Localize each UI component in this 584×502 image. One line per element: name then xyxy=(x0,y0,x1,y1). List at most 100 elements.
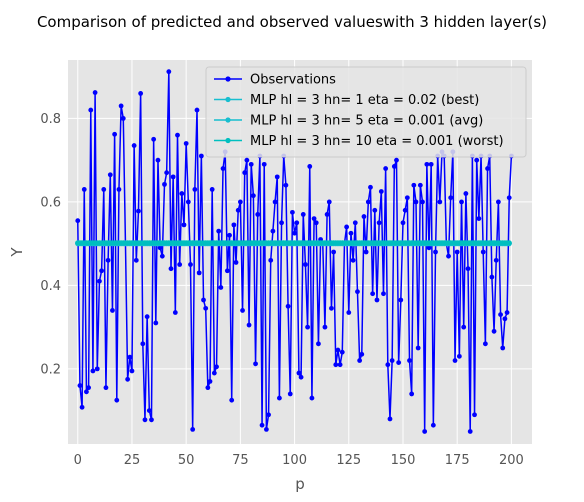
observation-point xyxy=(426,245,432,251)
observation-point xyxy=(270,228,276,234)
observation-point xyxy=(201,297,206,303)
observation-point xyxy=(485,166,490,171)
observation-point xyxy=(136,208,141,214)
observation-point xyxy=(185,199,191,205)
series-observations xyxy=(75,69,514,434)
observation-point xyxy=(313,220,319,226)
observation-point xyxy=(196,270,202,276)
legend: Observations MLP hl = 3 hn= 1 eta = 0.02 … xyxy=(205,66,527,158)
observation-point xyxy=(298,374,304,380)
legend-label: MLP hl = 3 hn= 10 eta = 0.001 (worst) xyxy=(250,134,504,149)
observation-point xyxy=(118,103,124,109)
observation-point xyxy=(480,249,486,255)
observation-point xyxy=(114,397,120,403)
observation-point xyxy=(162,181,167,187)
observation-point xyxy=(279,220,284,226)
observation-point xyxy=(84,389,89,395)
series-layer xyxy=(75,69,514,434)
observation-point xyxy=(142,417,148,423)
observation-point xyxy=(305,324,310,330)
x-tick-labels: 0 25 50 75 100 125 150 175 200 xyxy=(74,453,524,468)
observation-point xyxy=(383,166,389,171)
observation-point xyxy=(207,378,213,384)
observation-point xyxy=(311,216,317,222)
y-tick-label: 0.2 xyxy=(40,362,61,377)
observation-point xyxy=(250,193,256,199)
observation-point xyxy=(463,191,469,196)
observation-point xyxy=(500,345,506,351)
x-tick-label: 175 xyxy=(445,453,470,468)
observation-point xyxy=(420,199,425,205)
observation-point xyxy=(437,199,443,205)
observation-point xyxy=(350,257,356,263)
observation-point xyxy=(203,305,209,311)
observation-point xyxy=(192,186,198,192)
observation-point xyxy=(107,172,113,178)
observation-point xyxy=(337,362,343,368)
observation-point xyxy=(368,184,373,190)
observation-point xyxy=(339,349,345,355)
observation-point xyxy=(242,170,248,176)
observation-point xyxy=(261,161,267,167)
observation-point xyxy=(131,143,137,148)
x-tick-label: 125 xyxy=(336,453,361,468)
observation-point xyxy=(493,257,499,263)
observation-point xyxy=(263,426,269,432)
observation-point xyxy=(491,328,497,334)
observation-point xyxy=(495,199,501,205)
observation-point xyxy=(398,297,404,303)
observation-point xyxy=(370,291,376,297)
observation-point xyxy=(446,253,451,259)
observation-point xyxy=(198,153,204,159)
observation-point xyxy=(498,312,503,318)
observation-point xyxy=(285,303,291,309)
observation-point xyxy=(502,316,508,322)
observation-point xyxy=(365,199,371,205)
observation-point xyxy=(235,207,241,213)
observation-point xyxy=(140,341,146,347)
observation-point xyxy=(400,220,406,226)
observation-point xyxy=(448,195,454,201)
legend-box xyxy=(205,66,527,158)
observation-point xyxy=(407,358,412,363)
observation-point xyxy=(177,262,183,267)
observation-point xyxy=(274,174,280,180)
observation-point xyxy=(381,291,386,297)
observation-point xyxy=(415,345,421,351)
observation-point xyxy=(504,310,510,315)
legend-marker xyxy=(225,117,231,123)
x-axis-label: p xyxy=(295,475,305,493)
observation-point xyxy=(394,157,399,163)
observation-point xyxy=(296,370,302,376)
observation-point xyxy=(209,186,215,192)
observation-point xyxy=(363,249,369,255)
observation-point xyxy=(237,199,243,205)
observation-point xyxy=(482,341,488,347)
observation-point xyxy=(372,207,378,213)
x-tick-label: 50 xyxy=(178,453,195,468)
observation-point xyxy=(138,90,144,96)
observation-point xyxy=(272,199,278,205)
observation-point xyxy=(205,385,211,391)
x-tick-label: 25 xyxy=(124,453,141,468)
observation-point xyxy=(389,358,395,363)
observation-point xyxy=(231,222,237,228)
observation-point xyxy=(175,132,180,138)
observation-point xyxy=(506,195,512,201)
observation-point xyxy=(489,274,495,280)
x-tick-label: 200 xyxy=(499,453,524,468)
observation-point xyxy=(309,395,315,401)
observation-point xyxy=(246,322,252,328)
observation-point xyxy=(211,370,217,376)
observation-point xyxy=(99,268,105,274)
observation-point xyxy=(352,220,358,226)
observation-point xyxy=(90,368,96,374)
observation-point xyxy=(335,347,341,353)
observation-point xyxy=(411,182,417,188)
y-tick-label: 0.4 xyxy=(40,279,61,294)
prediction-point xyxy=(506,240,512,246)
x-tick-label: 100 xyxy=(282,453,307,468)
observation-point xyxy=(166,69,172,75)
observation-point xyxy=(461,324,467,330)
